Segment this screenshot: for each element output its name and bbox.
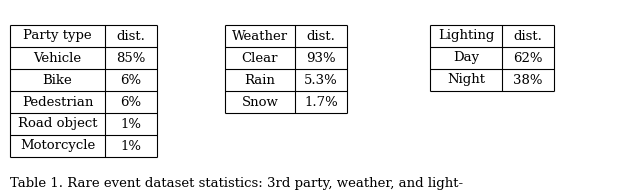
Text: 85%: 85% xyxy=(116,51,146,65)
Text: 62%: 62% xyxy=(513,51,543,65)
Text: 38%: 38% xyxy=(513,74,543,87)
Text: 6%: 6% xyxy=(120,74,141,87)
Text: Night: Night xyxy=(447,74,485,87)
Text: Pedestrian: Pedestrian xyxy=(22,96,93,108)
Text: Day: Day xyxy=(453,51,479,65)
Text: Rain: Rain xyxy=(244,74,275,87)
Text: Snow: Snow xyxy=(241,96,278,108)
Text: Road object: Road object xyxy=(18,118,97,130)
Text: 1%: 1% xyxy=(120,139,141,152)
Text: dist.: dist. xyxy=(116,29,145,43)
Text: Table 1. Rare event dataset statistics: 3rd party, weather, and light-: Table 1. Rare event dataset statistics: … xyxy=(10,176,463,190)
Text: 93%: 93% xyxy=(306,51,336,65)
Text: Weather: Weather xyxy=(232,29,288,43)
Text: dist.: dist. xyxy=(513,29,543,43)
Text: Vehicle: Vehicle xyxy=(33,51,81,65)
Text: Lighting: Lighting xyxy=(438,29,494,43)
Text: Clear: Clear xyxy=(242,51,278,65)
Text: Motorcycle: Motorcycle xyxy=(20,139,95,152)
Text: 1%: 1% xyxy=(120,118,141,130)
Text: 1.7%: 1.7% xyxy=(304,96,338,108)
Text: dist.: dist. xyxy=(307,29,335,43)
Text: Bike: Bike xyxy=(43,74,72,87)
Text: 6%: 6% xyxy=(120,96,141,108)
Text: Party type: Party type xyxy=(23,29,92,43)
Text: 5.3%: 5.3% xyxy=(304,74,338,87)
